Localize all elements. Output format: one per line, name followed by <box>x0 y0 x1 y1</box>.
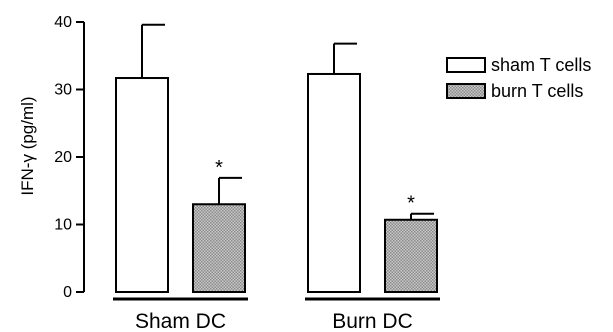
legend-swatch <box>446 83 486 99</box>
legend-label: burn T cells <box>491 81 583 101</box>
x-category-label: Sham DC <box>135 310 226 332</box>
y-axis-label: IFN-γ (pg/ml) <box>18 96 37 195</box>
y-tick-label: 20 <box>54 149 72 166</box>
bar-burn-dc-sham-t-cells <box>307 72 361 293</box>
bar-burn-dc-burn-t-cells <box>384 218 438 293</box>
significance-marker: * <box>407 193 415 215</box>
y-tick-label: 0 <box>63 284 72 301</box>
x-category-label: Burn DC <box>332 310 413 332</box>
y-tick-label: 30 <box>54 82 72 99</box>
significance-marker: * <box>215 157 223 179</box>
y-tick-label: 10 <box>54 217 72 234</box>
legend-label: sham T cells <box>491 55 591 75</box>
y-tick-label: 40 <box>54 14 72 31</box>
bar-sham-dc-sham-t-cells <box>115 77 169 294</box>
legend-swatch <box>446 57 486 73</box>
bar-sham-dc-burn-t-cells <box>192 203 246 293</box>
